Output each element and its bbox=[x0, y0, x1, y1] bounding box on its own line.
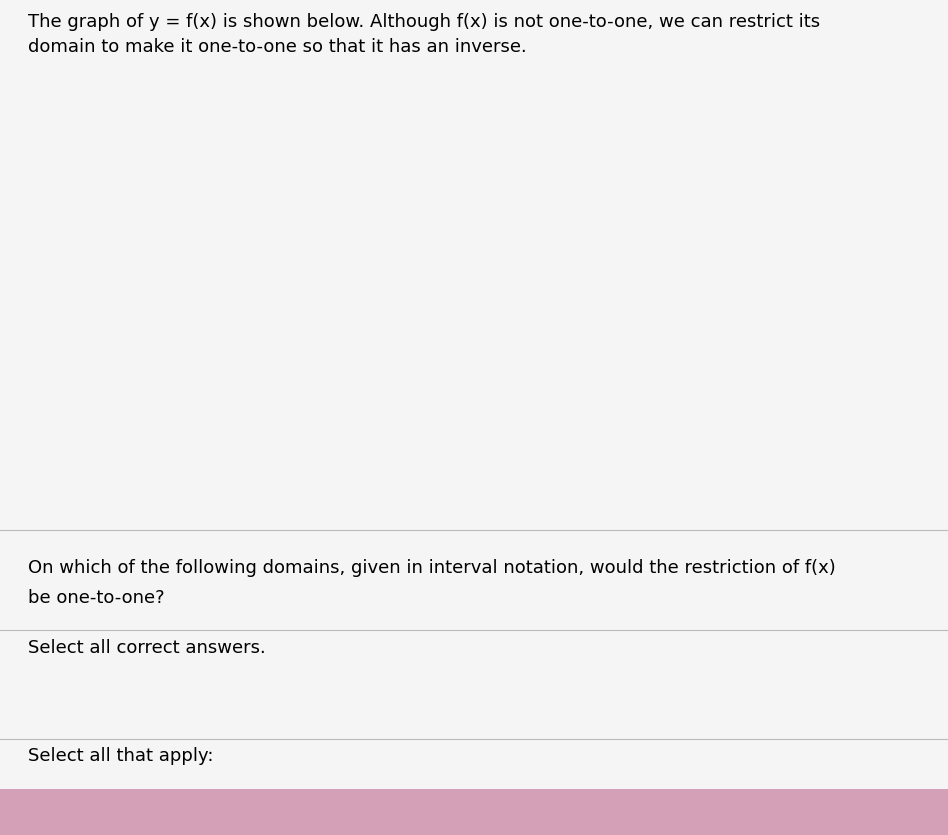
Text: 5: 5 bbox=[750, 442, 759, 457]
Text: 3: 3 bbox=[633, 442, 643, 457]
Text: 1: 1 bbox=[517, 442, 526, 457]
Text: 1: 1 bbox=[441, 392, 450, 407]
Text: 6: 6 bbox=[809, 442, 818, 457]
Text: domain to make it one-to-one so that it has an inverse.: domain to make it one-to-one so that it … bbox=[28, 38, 527, 56]
Text: -1: -1 bbox=[397, 442, 412, 457]
FancyBboxPatch shape bbox=[792, 652, 885, 730]
Text: 4: 4 bbox=[692, 442, 702, 457]
Text: -2: -2 bbox=[435, 483, 450, 498]
Text: 5: 5 bbox=[441, 270, 450, 285]
Text: -1: -1 bbox=[435, 453, 450, 468]
Text: On which of the following domains, given in interval notation, would the restric: On which of the following domains, given… bbox=[28, 559, 836, 578]
Text: 3: 3 bbox=[441, 331, 450, 346]
Text: -4: -4 bbox=[222, 442, 237, 457]
Text: 2: 2 bbox=[441, 362, 450, 377]
Text: 6: 6 bbox=[441, 239, 450, 254]
Text: 0: 0 bbox=[441, 442, 450, 457]
Text: 4: 4 bbox=[441, 300, 450, 315]
Text: -2: -2 bbox=[338, 442, 354, 457]
Text: 2: 2 bbox=[574, 442, 585, 457]
Text: -3: -3 bbox=[281, 442, 296, 457]
Text: Select all that apply:: Select all that apply: bbox=[28, 747, 214, 766]
Text: Select all correct answers.: Select all correct answers. bbox=[28, 639, 266, 657]
Text: The graph of y = f(x) is shown below. Although f(x) is not one-to-one, we can re: The graph of y = f(x) is shown below. Al… bbox=[28, 13, 821, 31]
Text: be one-to-one?: be one-to-one? bbox=[28, 589, 165, 607]
